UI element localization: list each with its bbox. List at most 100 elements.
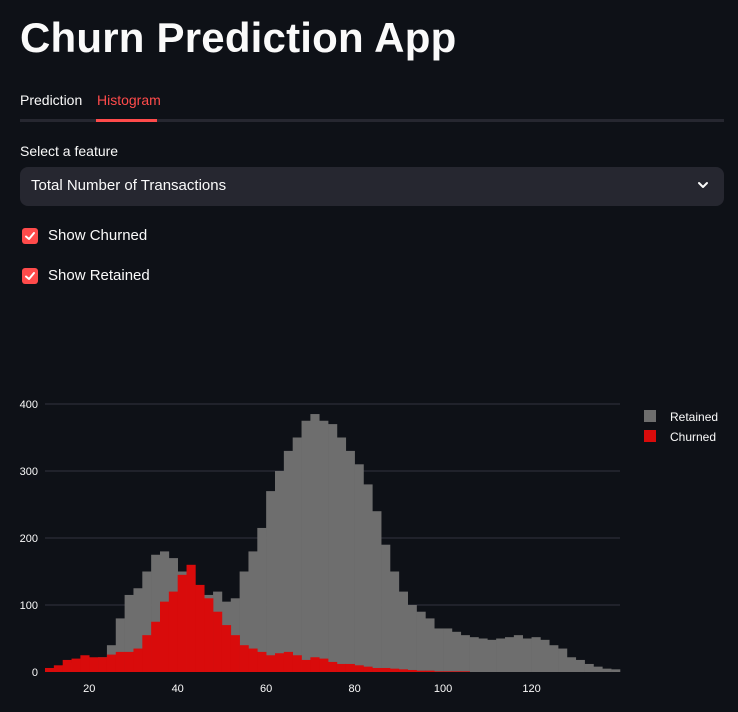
legend-swatch-retained xyxy=(644,410,656,422)
churned-bar xyxy=(195,584,205,672)
churned-bar xyxy=(230,635,240,672)
churned-bar xyxy=(283,651,293,672)
retained-bar xyxy=(566,657,577,672)
churned-bar xyxy=(443,671,453,672)
tab-histogram[interactable]: Histogram xyxy=(97,92,161,108)
churned-bar xyxy=(124,651,134,672)
churned-bar xyxy=(80,655,90,672)
retained-bar xyxy=(549,645,559,672)
chart-legend[interactable]: Retained Churned xyxy=(644,410,718,444)
legend-swatch-churned xyxy=(644,430,656,442)
x-tick-label: 100 xyxy=(434,683,452,695)
churned-bar xyxy=(336,663,347,672)
checkbox-checked-icon[interactable] xyxy=(22,268,38,284)
retained-bar xyxy=(425,618,435,672)
y-tick-label: 400 xyxy=(20,399,38,411)
churned-bar xyxy=(416,670,426,672)
churned-bar xyxy=(292,655,302,672)
retained-bar xyxy=(354,464,364,672)
retained-bars xyxy=(45,414,621,672)
x-tick-label: 80 xyxy=(348,683,360,695)
churned-bar xyxy=(221,625,232,672)
retained-bar xyxy=(593,666,603,672)
churned-bar xyxy=(398,669,408,672)
churned-bar xyxy=(115,651,125,672)
retained-bar xyxy=(416,611,426,672)
legend-label-retained[interactable]: Retained xyxy=(670,410,718,424)
show-churned-label: Show Churned xyxy=(48,227,148,244)
y-tick-label: 300 xyxy=(20,466,38,478)
churned-bar xyxy=(133,648,143,672)
churned-bar xyxy=(160,601,170,672)
churned-bar xyxy=(301,659,311,672)
y-axis-ticks: 0 100 200 300 400 xyxy=(20,399,38,679)
retained-bar xyxy=(602,668,612,672)
churned-bar xyxy=(239,645,249,672)
retained-bar xyxy=(292,437,302,672)
churned-bar xyxy=(213,611,223,672)
churned-bar xyxy=(390,668,400,672)
churned-bar xyxy=(425,670,435,672)
retained-bar xyxy=(558,648,568,672)
retained-bar xyxy=(460,635,470,672)
churned-bar xyxy=(460,671,470,672)
show-retained-label: Show Retained xyxy=(48,267,150,284)
churned-bar xyxy=(142,635,152,672)
retained-bar xyxy=(522,638,532,672)
x-tick-label: 120 xyxy=(522,683,540,695)
retained-bar xyxy=(407,605,417,672)
churned-bar xyxy=(168,591,178,672)
retained-bar xyxy=(434,628,444,672)
retained-bar xyxy=(133,588,143,672)
retained-bar xyxy=(275,471,285,672)
retained-bar xyxy=(496,638,506,672)
churned-bar xyxy=(354,665,364,672)
churned-bar xyxy=(186,564,196,672)
churned-bar xyxy=(98,657,108,672)
retained-bar xyxy=(248,551,258,672)
churned-bar xyxy=(310,657,320,672)
tab-prediction[interactable]: Prediction xyxy=(20,92,83,108)
retained-bar xyxy=(575,659,585,672)
retained-bar xyxy=(584,663,594,672)
x-tick-label: 40 xyxy=(172,683,184,695)
churned-bar xyxy=(62,659,72,672)
retained-bar xyxy=(266,491,276,672)
histogram-chart[interactable]: 0 100 200 300 400 20 40 60 80 100 120 Retained Ch… xyxy=(0,380,738,712)
churned-bar xyxy=(328,661,338,672)
churned-bar xyxy=(71,658,81,672)
retained-bar xyxy=(469,637,479,672)
x-tick-label: 20 xyxy=(83,683,95,695)
retained-bar xyxy=(611,669,621,672)
retained-bar xyxy=(513,635,523,672)
y-tick-label: 100 xyxy=(20,600,38,612)
churned-bar xyxy=(204,598,214,672)
page-title: Churn Prediction App xyxy=(20,14,457,61)
retained-bar xyxy=(257,527,267,672)
checkbox-checked-icon[interactable] xyxy=(22,228,38,244)
churned-bar xyxy=(345,663,355,672)
churned-bar xyxy=(53,665,63,672)
retained-bar xyxy=(115,618,125,672)
feature-select-value: Total Number of Transactions xyxy=(31,177,227,194)
churned-bars xyxy=(45,564,470,672)
churned-bar xyxy=(451,671,462,672)
churned-bar xyxy=(45,667,55,672)
x-axis-ticks: 20 40 60 80 100 120 xyxy=(83,683,541,695)
chevron-down-icon[interactable] xyxy=(696,178,710,192)
retained-bar xyxy=(505,637,515,672)
churned-bar xyxy=(151,621,161,672)
tab-bar: Prediction Histogram xyxy=(20,86,724,122)
retained-bar xyxy=(345,450,355,672)
churned-bar xyxy=(434,671,444,672)
retained-bar xyxy=(381,544,391,672)
retained-bar xyxy=(451,631,462,672)
legend-label-churned[interactable]: Churned xyxy=(670,430,716,444)
retained-bar xyxy=(283,450,293,672)
retained-bar xyxy=(301,420,311,672)
x-tick-label: 60 xyxy=(260,683,272,695)
churned-bar xyxy=(106,654,117,672)
retained-bar xyxy=(390,571,400,672)
feature-select[interactable]: Total Number of Transactions xyxy=(20,167,724,206)
